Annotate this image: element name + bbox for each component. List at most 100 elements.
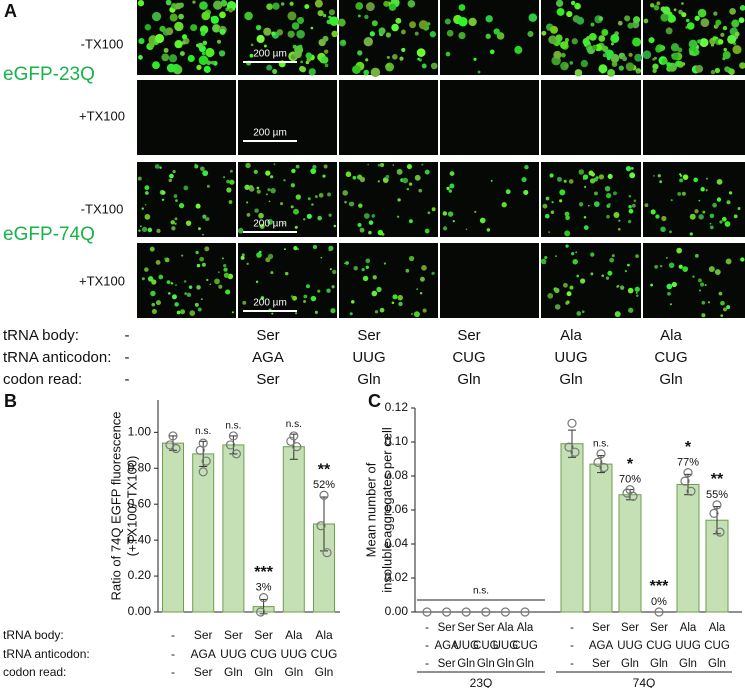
- cell-spot: [183, 280, 187, 283]
- cell-spot: [290, 205, 294, 209]
- cell-spot: [414, 31, 419, 36]
- table-cell: -: [570, 658, 574, 670]
- cell-spot: [569, 285, 574, 290]
- cell-spot: [181, 34, 188, 40]
- cell-spot: [590, 272, 594, 276]
- cell-spot: [161, 198, 165, 201]
- cell-spot: [653, 175, 655, 177]
- cell-spot: [195, 203, 201, 209]
- bar: [282, 446, 305, 613]
- panel-label: B: [4, 391, 17, 411]
- cell-spot: [365, 258, 371, 264]
- cell-spot: [310, 26, 314, 30]
- data-point: [686, 486, 696, 496]
- cell-spot: [175, 199, 178, 202]
- cell-spot: [318, 192, 324, 198]
- cell-spot: [312, 244, 318, 250]
- table-cell: CUG: [654, 349, 687, 366]
- cell-spot: [713, 11, 718, 16]
- table-cell: UUG: [453, 640, 479, 652]
- cell-spot: [528, 13, 538, 22]
- micrograph: [440, 243, 539, 318]
- cell-spot: [365, 2, 375, 12]
- cell-spot: [209, 283, 212, 286]
- cell-spot: [689, 50, 695, 56]
- cell-spot: [379, 307, 385, 313]
- cell-spot: [322, 13, 327, 18]
- cell-spot: [479, 217, 486, 224]
- cell-spot: [164, 257, 167, 260]
- cell-spot: [206, 184, 210, 188]
- cell-spot: [198, 227, 201, 231]
- cell-spot: [720, 314, 724, 318]
- y-tick-label: 1.00: [128, 425, 152, 439]
- cell-spot: [545, 196, 550, 201]
- cell-spot: [719, 220, 723, 224]
- cell-spot: [709, 222, 712, 225]
- table-cell: -: [125, 371, 130, 388]
- cell-spot: [312, 164, 317, 170]
- cell-spot: [294, 312, 298, 315]
- table-cell: -: [570, 640, 574, 652]
- cell-spot: [660, 226, 666, 233]
- cell-spot: [172, 294, 177, 300]
- data-point: [680, 476, 690, 486]
- cell-spot: [416, 48, 426, 57]
- cell-spot: [671, 281, 677, 288]
- table-row-label: tRNA anticodon:: [3, 647, 90, 661]
- table-cell: Gln: [559, 371, 582, 388]
- cell-spot: [151, 279, 157, 285]
- cell-spot: [610, 33, 620, 43]
- cell-spot: [610, 53, 620, 63]
- cell-spot: [138, 38, 145, 45]
- cell-spot: [407, 0, 416, 8]
- cell-spot: [151, 308, 157, 314]
- cell-spot: [311, 203, 314, 206]
- cell-spot: [166, 280, 171, 285]
- cell-spot: [686, 18, 690, 23]
- cell-spot: [408, 182, 413, 186]
- cell-spot: [524, 164, 529, 170]
- cell-spot: [442, 226, 448, 231]
- cell-spot: [654, 265, 658, 269]
- cell-spot: [141, 207, 144, 210]
- cell-spot: [523, 189, 529, 196]
- cell-spot: [701, 313, 706, 318]
- cell-spot: [292, 295, 298, 301]
- cell-spot: [414, 174, 421, 181]
- cell-spot: [458, 32, 466, 40]
- cell-spot: [320, 256, 323, 259]
- bar: [162, 442, 184, 613]
- cell-spot: [263, 44, 267, 48]
- data-point: [286, 436, 296, 446]
- cell-spot: [697, 8, 707, 18]
- cell-spot: [202, 40, 208, 46]
- cell-spot: [695, 64, 704, 73]
- data-point: [593, 457, 603, 467]
- panel-label: A: [4, 1, 17, 21]
- cell-spot: [698, 289, 701, 292]
- cell-spot: [424, 228, 430, 234]
- cell-spot: [632, 37, 642, 47]
- cell-spot: [566, 10, 573, 18]
- cell-spot: [667, 291, 671, 296]
- data-point: [259, 593, 269, 603]
- cell-spot: [628, 205, 632, 209]
- data-point: [322, 548, 332, 558]
- table-row-label: tRNA body:: [3, 628, 64, 642]
- cell-spot: [240, 255, 245, 260]
- table-cell: Gln: [254, 665, 273, 679]
- cell-spot: [183, 185, 189, 191]
- cell-spot: [731, 19, 740, 28]
- cell-spot: [363, 37, 373, 47]
- cell-spot: [253, 169, 258, 175]
- cell-spot: [241, 253, 245, 257]
- cell-spot: [199, 256, 205, 262]
- cell-spot: [254, 208, 259, 213]
- cell-spot: [563, 179, 567, 183]
- cell-spot: [702, 210, 706, 214]
- cell-spot: [564, 37, 569, 42]
- cell-spot: [368, 230, 372, 235]
- cell-spot: [698, 214, 704, 220]
- cell-spot: [272, 2, 280, 10]
